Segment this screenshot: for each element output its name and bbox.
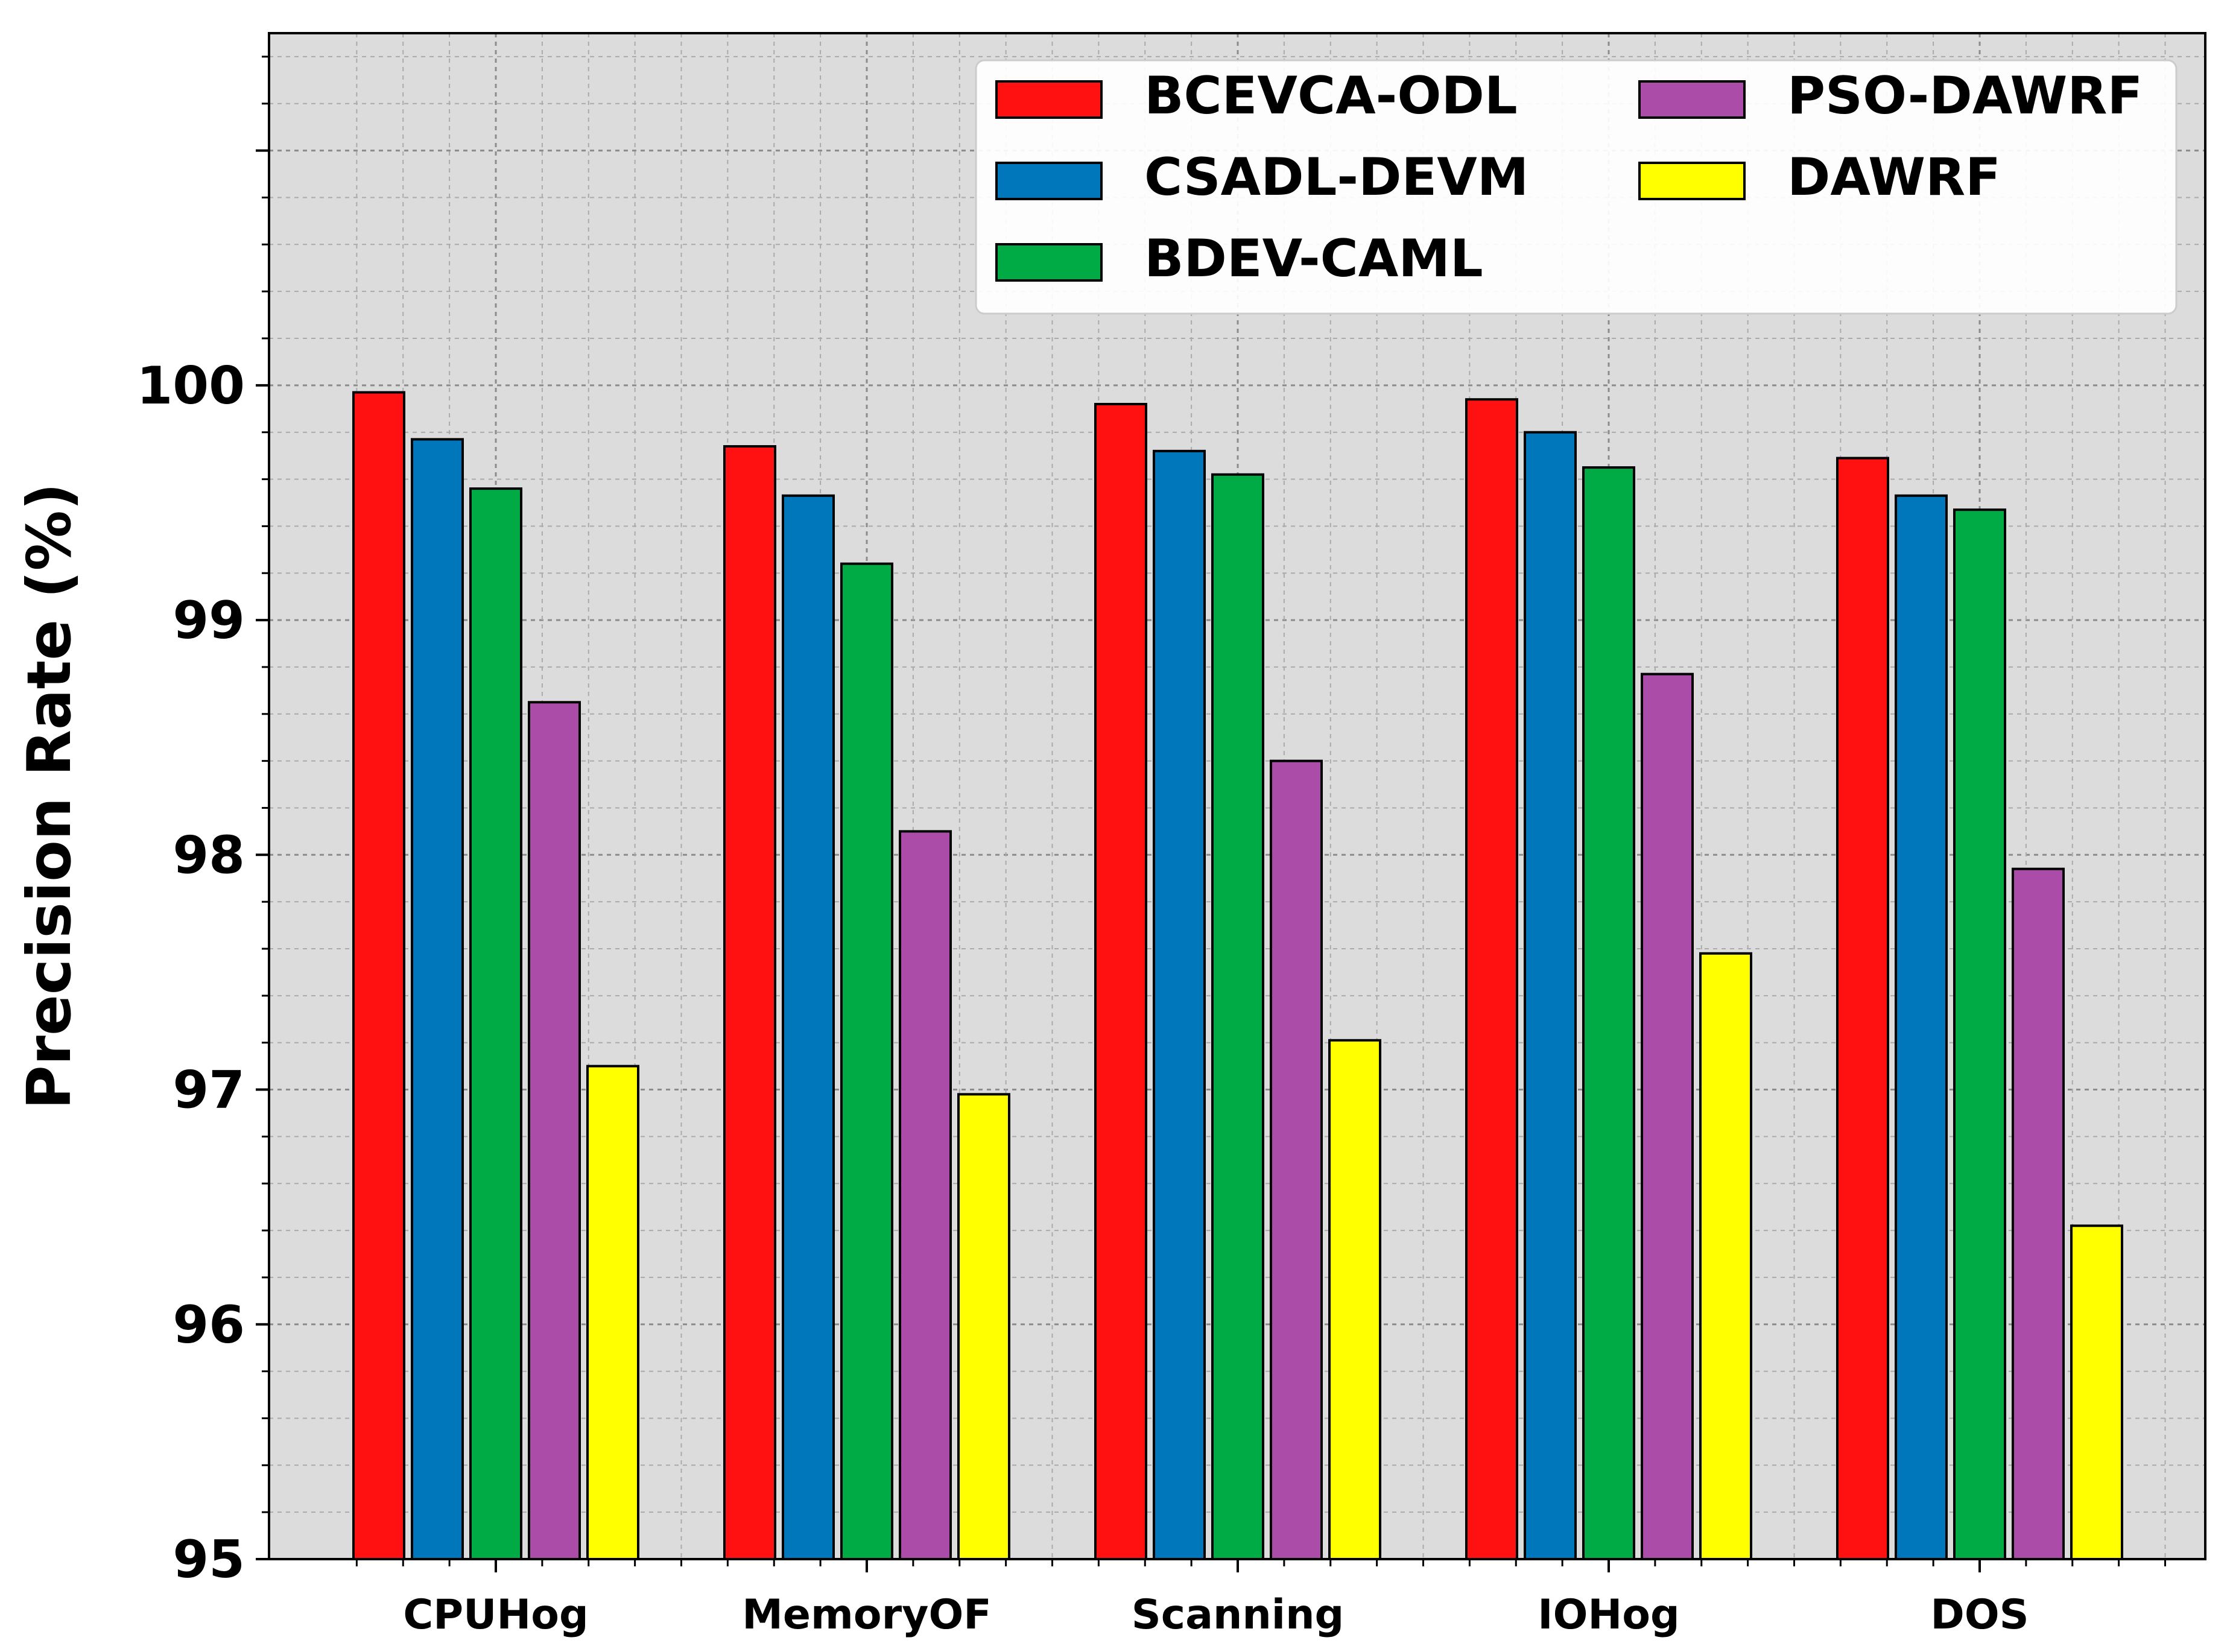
y-tick-label: 99 [173, 590, 245, 651]
bar-dos-pso-dawrf [2012, 867, 2065, 1560]
bar-memoryof-pso-dawrf [899, 830, 952, 1560]
legend: BCEVCA-ODL CSADL-DEVM BDEV-CAML PSO-DAWRF DA… [975, 59, 2178, 315]
bar-cpuhog-pso-dawrf [528, 701, 581, 1560]
legend-box [975, 59, 2178, 315]
x-tick-labels: CPUHog MemoryOF Scanning IOHog DOS [403, 1591, 2029, 1639]
x-tick-label: IOHog [1538, 1591, 1679, 1639]
bar-cpuhog-bcevca-odl [352, 391, 405, 1560]
bar-memoryof-bdev-caml [840, 562, 893, 1561]
bar-iohog-dawrf [1699, 952, 1752, 1561]
y-tick-labels: 95 96 97 98 99 100 [136, 356, 245, 1590]
bar-memoryof-dawrf [957, 1093, 1010, 1561]
bars [352, 391, 2123, 1561]
y-tick-label: 98 [173, 825, 245, 885]
ticks [256, 55, 2166, 1572]
x-tick-label: DOS [1930, 1591, 2029, 1639]
bar-dos-dawrf [2070, 1224, 2123, 1561]
y-axis-label: Precision Rate (%) [14, 483, 84, 1109]
bar-iohog-csadl-devm [1524, 431, 1577, 1561]
legend-label-csadl-devm: CSADL-DEVM [1144, 147, 1528, 207]
legend-label-bcevca-odl: BCEVCA-ODL [1144, 66, 1518, 126]
bar-scanning-csadl-devm [1153, 449, 1206, 1560]
x-tick-label: MemoryOF [742, 1591, 991, 1639]
legend-swatch-pso-dawrf [1638, 80, 1746, 119]
x-tick-label: CPUHog [403, 1591, 588, 1639]
y-tick-label: 95 [173, 1530, 245, 1590]
bar-iohog-bcevca-odl [1465, 398, 1518, 1561]
bar-iohog-pso-dawrf [1641, 673, 1694, 1560]
legend-swatch-dawrf [1638, 162, 1746, 200]
bar-cpuhog-bdev-caml [469, 487, 522, 1560]
bar-scanning-pso-dawrf [1270, 759, 1323, 1560]
legend-label-pso-dawrf: PSO-DAWRF [1787, 66, 2143, 126]
legend-label-dawrf: DAWRF [1787, 147, 2001, 207]
bar-scanning-dawrf [1328, 1039, 1381, 1561]
bar-scanning-bdev-caml [1211, 473, 1264, 1560]
legend-swatch-bdev-caml [995, 243, 1103, 282]
legend-swatch-csadl-devm [995, 162, 1103, 200]
legend-swatch-bcevca-odl [995, 80, 1103, 119]
bar-dos-csadl-devm [1895, 494, 1948, 1560]
bar-dos-bdev-caml [1953, 508, 2006, 1561]
y-tick-label: 97 [173, 1060, 245, 1121]
x-tick-label: Scanning [1132, 1591, 1344, 1639]
bar-cpuhog-dawrf [586, 1065, 639, 1560]
bar-dos-bcevca-odl [1836, 457, 1889, 1560]
bar-memoryof-csadl-devm [782, 494, 835, 1560]
bar-cpuhog-csadl-devm [411, 438, 464, 1560]
legend-label-bdev-caml: BDEV-CAML [1144, 229, 1483, 289]
bar-iohog-bdev-caml [1582, 466, 1635, 1560]
y-tick-label: 100 [136, 356, 245, 416]
bar-scanning-bcevca-odl [1094, 402, 1147, 1560]
bar-memoryof-bcevca-odl [723, 445, 776, 1560]
y-tick-label: 96 [173, 1295, 245, 1355]
